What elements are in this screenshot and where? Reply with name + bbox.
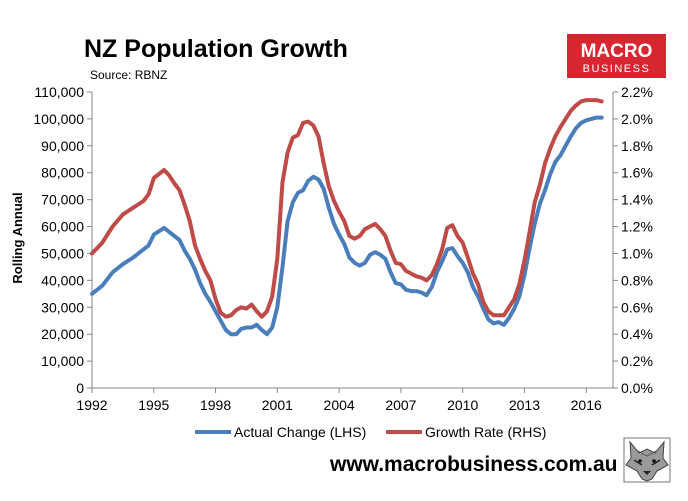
y-axis-title: Rolling Annual — [10, 192, 25, 283]
x-tick-label: 2013 — [509, 397, 540, 413]
x-tick-label: 2016 — [571, 397, 602, 413]
left-tick-label: 20,000 — [41, 326, 84, 342]
macrobusiness-logo: MACRO BUSINESS — [567, 34, 666, 78]
left-tick-label: 0 — [76, 380, 84, 396]
x-tick-label: 1995 — [138, 397, 169, 413]
left-tick-label: 80,000 — [41, 165, 84, 181]
chart-source: Source: RBNZ — [90, 68, 167, 82]
right-tick-label: 1.0% — [621, 245, 653, 261]
left-tick-label: 10,000 — [41, 353, 84, 369]
wolf-head-icon — [623, 437, 671, 483]
left-tick-label: 90,000 — [41, 138, 84, 154]
right-tick-label: 1.4% — [621, 192, 653, 208]
x-tick-label: 2010 — [447, 397, 478, 413]
left-tick-label: 70,000 — [41, 192, 84, 208]
right-tick-label: 0.0% — [621, 380, 653, 396]
left-tick-label: 50,000 — [41, 245, 84, 261]
right-tick-label: 1.8% — [621, 138, 653, 154]
logo-line-1: MACRO — [581, 41, 653, 62]
right-tick-label: 2.2% — [621, 84, 653, 100]
x-tick-label: 1998 — [200, 397, 231, 413]
chart-title: NZ Population Growth — [84, 35, 348, 63]
x-tick-label: 2001 — [262, 397, 293, 413]
legend: Actual Change (LHS) Growth Rate (RHS) — [195, 424, 546, 440]
logo-background — [567, 34, 666, 78]
left-tick-label: 110,000 — [34, 84, 84, 100]
legend-label-actual-change: Actual Change (LHS) — [234, 424, 366, 440]
x-axis-ticks: 1992 1995 1998 2001 2004 2007 2010 2013 2016 — [76, 388, 602, 413]
legend-label-growth-rate: Growth Rate (RHS) — [425, 424, 546, 440]
x-tick-label: 2004 — [324, 397, 355, 413]
right-tick-label: 2.0% — [621, 111, 653, 127]
series-lines — [90, 98, 604, 337]
website-url: www.macrobusiness.com.au — [329, 453, 617, 476]
left-axis-ticks: 0 10,000 20,000 30,000 40,000 50,000 60,000 70,… — [33, 84, 92, 396]
x-tick-label: 2007 — [385, 397, 416, 413]
left-tick-label: 40,000 — [41, 272, 84, 288]
right-tick-label: 0.6% — [621, 299, 653, 315]
series-line-actual-change — [90, 115, 604, 337]
left-tick-label: 30,000 — [41, 299, 84, 315]
right-tick-label: 0.4% — [621, 326, 653, 342]
logo-line-2: BUSINESS — [583, 63, 651, 75]
series-line-growth-rate — [90, 98, 604, 319]
right-tick-label: 0.8% — [621, 272, 653, 288]
right-tick-label: 1.6% — [621, 165, 653, 181]
x-tick-label: 1992 — [76, 397, 107, 413]
right-axis-ticks: 0.0% 0.2% 0.4% 0.6% 0.8% 1.0% 1.2% 1.4% 1.6% 1.8%… — [613, 84, 653, 396]
left-tick-label: 100,000 — [33, 111, 84, 127]
left-tick-label: 60,000 — [41, 219, 84, 235]
right-tick-label: 1.2% — [621, 219, 653, 235]
right-tick-label: 0.2% — [621, 353, 653, 369]
